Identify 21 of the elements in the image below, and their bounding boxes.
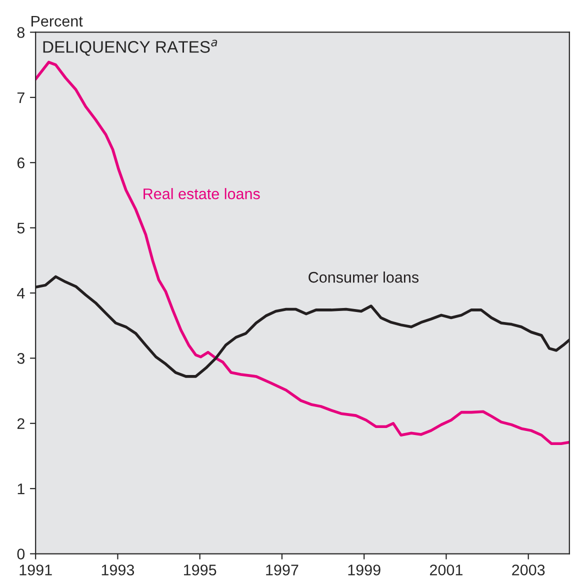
line-series [36, 60, 570, 445]
y-tick-label: 6 [17, 157, 24, 168]
x-tick-label: 1997 [266, 564, 298, 576]
y-tick-label: 5 [17, 222, 25, 234]
series-label: Consumer loans [308, 272, 419, 283]
y-tick-label: 2 [17, 418, 24, 429]
y-tick-label: 0 [17, 548, 25, 560]
x-tick-label: 1993 [102, 564, 134, 576]
y-axis-title: Percent [32, 16, 83, 27]
series-label: Real estate loans [144, 188, 260, 200]
y-tick-label: 8 [17, 27, 25, 38]
x-tick-label: 1995 [184, 564, 216, 576]
y-tick-label: 1 [18, 484, 24, 494]
x-tick-label: 2003 [512, 564, 545, 576]
x-tick-label: 1999 [348, 564, 380, 576]
x-tick-label: 2001 [430, 564, 462, 576]
y-tick-label: 7 [17, 92, 24, 103]
x-tick-label: 1991 [20, 564, 52, 576]
y-tick-label: 3 [17, 353, 24, 364]
chart-title: DELIQUENCY RATES$^{a}$ [43, 40, 218, 56]
y-tick-label: 4 [17, 288, 25, 299]
